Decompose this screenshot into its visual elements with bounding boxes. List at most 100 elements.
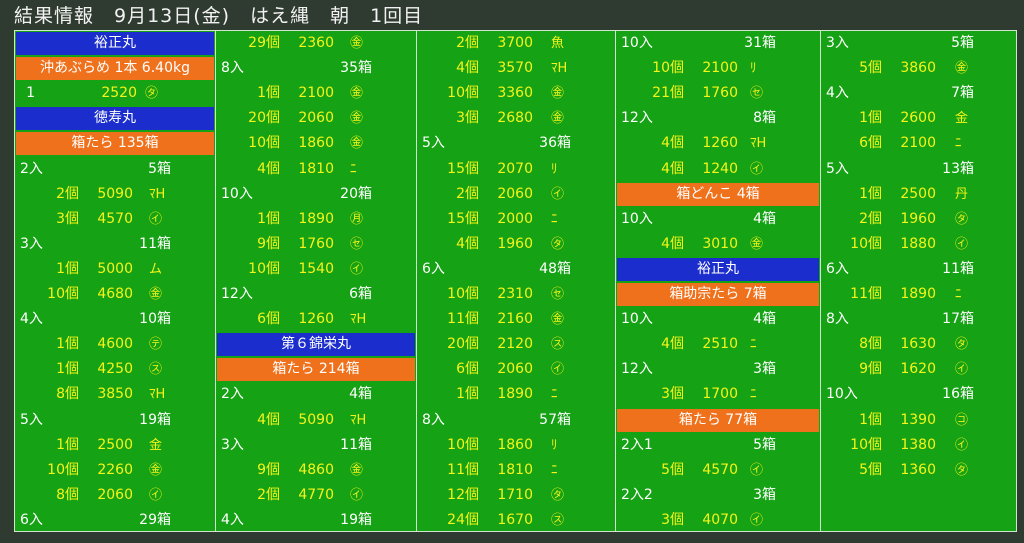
- entry-quantity: 1個: [56, 436, 79, 453]
- lot-size: 5入: [20, 411, 43, 428]
- entry-row: 3個 1700 ﾆ: [616, 382, 820, 407]
- entry-price: 1620: [900, 361, 936, 378]
- lot-total: 16箱: [942, 386, 974, 403]
- entry-price: 3570: [497, 60, 533, 77]
- buyer-mark-icon: ㋑: [955, 437, 969, 453]
- buyer-mark-icon: ㋝: [750, 86, 764, 102]
- entry-price: 2310: [497, 286, 533, 302]
- lot-size: 12入: [221, 286, 253, 302]
- entry-row: 10個 2100 ﾘ: [616, 56, 820, 81]
- entry-quantity: 9個: [257, 461, 280, 478]
- entry-quantity: 20個: [447, 336, 479, 353]
- lot-row: 2入2 3箱: [616, 483, 820, 508]
- entry-quantity: 2個: [56, 185, 79, 202]
- buyer-mark-icon: ㊎: [149, 462, 163, 478]
- lot-size: 8入: [826, 311, 849, 328]
- entry-row: 4個 1960 ㋟: [417, 232, 615, 257]
- lot-row: 8入 35箱: [216, 56, 416, 81]
- buyer-mark-icon: ㋙: [955, 412, 969, 428]
- entry-row: 4個 3010 ㊎: [616, 232, 820, 257]
- lot-row: 12入 6箱: [216, 282, 416, 307]
- lot-total: 13箱: [942, 160, 974, 177]
- entry-quantity: 1: [26, 85, 35, 102]
- buyer-mark-icon: ㋑: [955, 236, 969, 252]
- buyer-mark-icon: ﾏH: [149, 387, 166, 403]
- entry-row: 1 2520 ㋟: [15, 81, 215, 106]
- lot-size: 12入: [621, 110, 653, 127]
- entry-row: 10個 2260 ㊎: [15, 458, 215, 483]
- buyer-mark-icon: ㊎: [149, 287, 163, 302]
- entry-row: 9個 4860 ㊎: [216, 458, 416, 483]
- entry-row: 4個 2510 ﾆ: [616, 332, 820, 357]
- buyer-mark-icon: ㊎: [955, 61, 969, 77]
- lot-total: 6箱: [349, 286, 372, 302]
- entry-row: 1個 2500 金: [15, 433, 215, 458]
- entry-row: 6個 1260 ﾏH: [216, 307, 416, 332]
- buyer-mark-icon: ㋟: [551, 487, 565, 503]
- entry-row: 5個 1360 ㋟: [821, 458, 1016, 483]
- entry-price: 1960: [900, 210, 936, 227]
- buyer-mark-icon: ﾘ: [551, 161, 558, 177]
- buyer-mark-icon: ﾆ: [750, 387, 757, 403]
- entry-price: 2100: [702, 60, 738, 77]
- entry-quantity: 1個: [859, 411, 882, 428]
- lot-total: 4箱: [753, 311, 776, 328]
- buyer-mark-icon: ﾏH: [350, 312, 367, 328]
- lot-row: 5入 36箱: [417, 131, 615, 156]
- buyer-mark-icon: ﾏH: [551, 61, 568, 77]
- buyer-mark-icon: 魚: [551, 36, 565, 51]
- lot-row: 6入 29箱: [15, 508, 215, 531]
- entry-quantity: 10個: [248, 135, 280, 152]
- entry-row: 1個 1390 ㋙: [821, 408, 1016, 433]
- entry-quantity: 10個: [850, 235, 882, 252]
- buyer-mark-icon: 金: [149, 437, 163, 453]
- entry-quantity: 20個: [248, 110, 280, 127]
- entry-quantity: 10個: [47, 286, 79, 302]
- entry-price: 2160: [497, 311, 533, 328]
- entry-quantity: 3個: [661, 386, 684, 403]
- results-board: 裕正丸 沖あぶらめ 1本 6.40kg 1 2520 ㋟徳寿丸 箱たら 135箱 2入 5箱 2…: [14, 30, 1017, 532]
- entry-row: 9個 1620 ㋑: [821, 357, 1016, 382]
- entry-row: 1個 4250 ㋜: [15, 357, 215, 382]
- entry-price: 1670: [497, 511, 533, 528]
- buyer-mark-icon: ㊎: [551, 111, 565, 127]
- lot-total: 4箱: [349, 386, 372, 403]
- entry-row: 15個 2070 ﾘ: [417, 157, 615, 182]
- entry-price: 1860: [497, 436, 533, 453]
- entry-quantity: 3個: [456, 110, 479, 127]
- lot-row: 4入 7箱: [821, 81, 1016, 106]
- page-title: 結果情報 9月13日(金) はえ縄 朝 1回目: [14, 5, 424, 27]
- entry-row: 10個 2310 ㋝: [417, 282, 615, 307]
- entry-price: 1360: [900, 461, 936, 478]
- entry-quantity: 4個: [661, 336, 684, 353]
- entry-price: 5090: [97, 185, 133, 202]
- entry-row: 20個 2060 ㊎: [216, 106, 416, 131]
- entry-row: 2個 1960 ㋟: [821, 207, 1016, 232]
- entry-quantity: 1個: [56, 336, 79, 353]
- fish-header: 箱たら 77箱: [617, 408, 819, 432]
- lot-total: 5箱: [753, 436, 776, 453]
- entry-row: 1個 4600 ㋢: [15, 332, 215, 357]
- buyer-mark-icon: ㋟: [955, 337, 969, 353]
- entry-quantity: 1個: [257, 85, 280, 102]
- lot-size: 4入: [826, 85, 849, 102]
- lot-total: 29箱: [139, 511, 171, 528]
- entry-price: 3360: [497, 85, 533, 102]
- lot-size: 5入: [422, 135, 445, 152]
- boat-header: 第６錦栄丸: [217, 333, 415, 357]
- lot-size: 2入: [221, 386, 244, 403]
- buyer-mark-icon: ﾏH: [750, 136, 767, 152]
- lot-total: 17箱: [942, 311, 974, 328]
- entry-row: 3個 2680 ㊎: [417, 106, 615, 131]
- board-column: 裕正丸 沖あぶらめ 1本 6.40kg 1 2520 ㋟徳寿丸 箱たら 135箱 2入 5箱 2…: [15, 31, 215, 531]
- lot-row: 10入 31箱: [616, 31, 820, 56]
- lot-row: 6入 11箱: [821, 257, 1016, 282]
- entry-row: 8個 1630 ㋟: [821, 332, 1016, 357]
- entry-quantity: 6個: [456, 361, 479, 378]
- lot-row: 12入 8箱: [616, 106, 820, 131]
- entry-quantity: 5個: [859, 461, 882, 478]
- entry-quantity: 11個: [850, 286, 882, 302]
- entry-price: 2120: [497, 336, 533, 353]
- entry-row: 11個 1890 ﾆ: [821, 282, 1016, 307]
- entry-price: 2600: [900, 110, 936, 127]
